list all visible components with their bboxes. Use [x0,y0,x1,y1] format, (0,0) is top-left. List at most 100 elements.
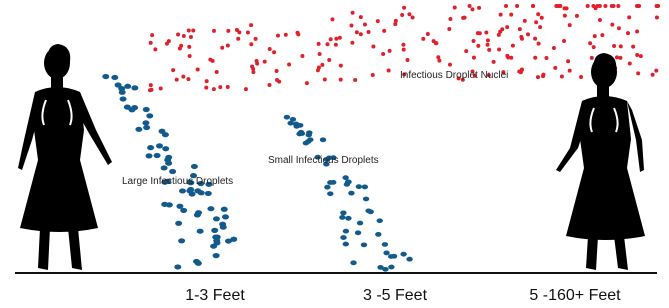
small-droplet [327,180,333,185]
large-droplet [207,206,214,211]
nuclei-droplet [317,65,321,69]
nuclei-droplet [487,48,491,52]
large-droplet [222,214,229,219]
small-droplet [324,185,330,190]
nuclei-droplet [590,56,594,60]
nuclei-droplet [591,4,595,8]
nuclei-droplet [562,39,566,43]
nuclei-droplet [175,78,179,82]
large-droplet [174,264,181,269]
nuclei-droplet [267,83,271,87]
nuclei-droplet [196,68,200,72]
nuclei-droplet [618,56,622,60]
nuclei-droplet [426,32,430,36]
nuclei-droplet [149,41,153,45]
nuclei-droplet [447,27,451,31]
nuclei-droplet [617,26,621,30]
nuclei-droplet [296,32,300,36]
nuclei-droplet [477,6,481,10]
nuclei-droplet [150,88,154,92]
large-droplet [147,145,154,150]
large-droplet [102,74,109,79]
nuclei-droplet [277,80,281,84]
nuclei-droplet [504,4,508,8]
nuclei-droplet [411,15,415,19]
nuclei-droplet [212,29,216,33]
nuclei-droplet [631,45,635,49]
large-droplet [146,113,153,118]
nuclei-droplet [330,17,334,21]
nuclei-droplet [188,54,192,58]
small-droplet [362,185,368,190]
nuclei-droplet [534,20,538,24]
large-droplets-label: Large Infectious Droplets [122,176,233,187]
large-droplet [120,96,127,101]
large-droplet [165,161,172,166]
nuclei-droplet [254,37,258,41]
nuclei-droplet [406,58,410,62]
nuclei-droplet [636,71,640,75]
nuclei-droplet [468,4,472,8]
small-droplet [344,182,350,187]
nuclei-droplet [317,42,321,46]
nuclei-droplet [484,30,488,34]
large-droplet [230,237,237,242]
nuclei-droplet [472,39,476,43]
nuclei-droplet [208,58,212,62]
nuclei-droplet [610,4,614,8]
nuclei-droplet [220,46,224,50]
large-droplet [219,222,226,227]
nuclei-droplet [588,41,592,45]
nuclei-droplet [186,77,190,81]
nuclei-droplet [464,49,468,53]
nuclei-droplet [353,78,357,82]
nuclei-droplet [215,70,219,74]
large-droplet [213,238,220,243]
nuclei-droplet [187,45,191,49]
large-droplet [213,216,220,221]
nuclei-droplet [218,85,222,89]
large-droplet [169,169,176,174]
small-droplet [350,260,356,265]
nuclei-droplet [526,32,530,36]
nuclei-droplet [540,16,544,20]
nuclei-droplet [579,75,583,79]
nuclei-droplet [471,7,475,11]
nuclei-droplet [536,75,540,79]
nuclei-droplet [509,13,513,17]
large-droplet [124,84,131,89]
large-droplet [165,155,172,160]
nuclei-droplet [476,31,480,35]
nuclei-droplet [388,49,392,53]
nuclei-droplet [371,44,375,48]
nuclei-droplet [349,24,353,28]
large-droplet [187,187,194,192]
small-droplet [377,218,383,223]
large-droplet [131,105,138,110]
nuclei-droplet [492,60,496,64]
nuclei-droplet [651,73,655,77]
nuclei-droplet [563,6,567,10]
nuclei-droplet [329,37,333,41]
nuclei-droplet [463,16,467,20]
nuclei-droplet [616,4,620,8]
nuclei-droplet [518,27,522,31]
nuclei-droplet [339,64,343,68]
nuclei-droplet [323,77,327,81]
nuclei-droplet [593,34,597,38]
nuclei-droplet [236,37,240,41]
nuclei-droplet [339,78,343,82]
large-droplet [194,188,201,193]
nuclei-droplet [432,39,436,43]
nuclei-droplet [272,50,276,54]
nuclei-droplet [407,12,411,16]
nuclei-droplet [545,56,549,60]
nuclei-droplet [612,44,616,48]
nuclei-droplet [448,63,452,67]
nuclei-droplet [325,42,329,46]
nuclei-droplet [305,81,309,85]
nuclei-droplet [263,60,267,64]
nuclei-droplet [639,54,643,58]
nuclei-droplet [595,4,599,8]
small-droplet [355,230,361,235]
